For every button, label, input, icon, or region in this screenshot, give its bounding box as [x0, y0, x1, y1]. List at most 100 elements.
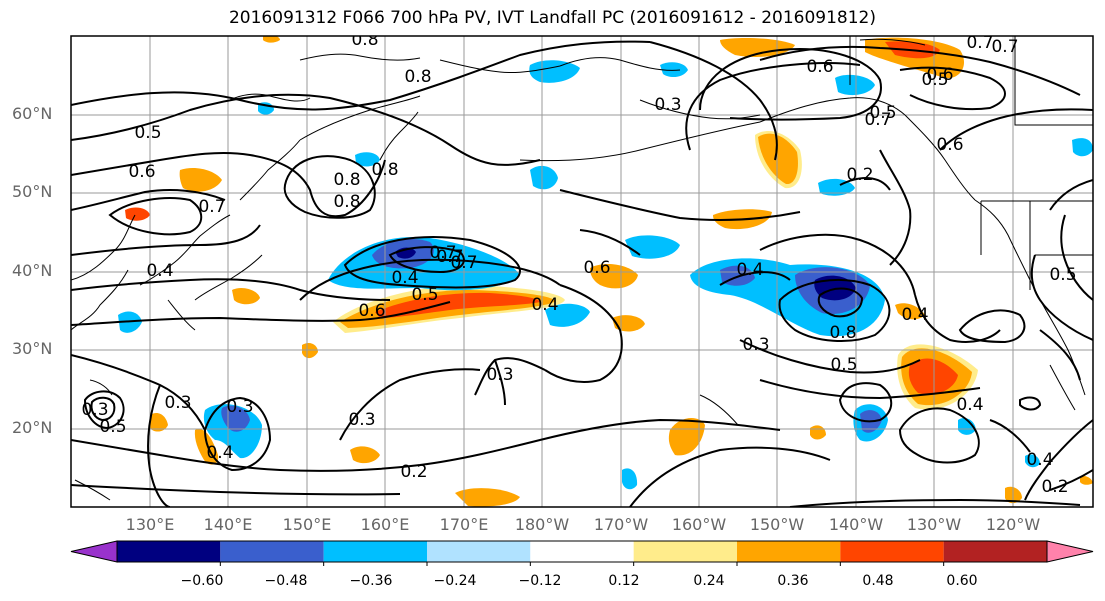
lat-label-20n: 20°N	[12, 418, 53, 437]
contour-label: 0.4	[956, 395, 983, 415]
map-title: 2016091312 F066 700 hPa PV, IVT Landfall…	[228, 8, 876, 28]
negative-anomaly	[622, 468, 638, 490]
positive-anomaly	[179, 168, 222, 192]
contour-label: 0.3	[742, 335, 769, 355]
contour-label: 0.7	[198, 197, 225, 217]
contour-label: 0.8	[351, 30, 378, 50]
negative-anomaly	[1072, 138, 1093, 157]
lon-label: 120°W	[985, 515, 1041, 534]
positive-anomaly	[375, 292, 540, 318]
contour-label: 0.8	[333, 170, 360, 190]
contour-label: 0.7	[429, 243, 456, 263]
contour-label: 0.2	[1041, 477, 1068, 497]
contour-label: 0.4	[901, 305, 928, 325]
positive-anomaly	[232, 287, 260, 305]
colorbar-tick-label: −0.48	[264, 573, 308, 589]
colorbar-tick-label: −0.24	[433, 573, 477, 589]
negative-anomaly	[328, 237, 520, 291]
contour-label: 0.4	[391, 268, 418, 288]
pv-contours	[71, 40, 1093, 507]
negative-anomaly	[835, 74, 875, 96]
contour-label: 0.4	[146, 261, 173, 281]
colorbar-tick-label: 0.60	[946, 573, 978, 589]
negative-anomaly	[958, 418, 976, 435]
contour-label: 0.4	[736, 260, 763, 280]
contour-label: 0.7	[991, 37, 1018, 57]
contour-label: 0.6	[936, 135, 963, 155]
lon-label: 150°E	[282, 515, 332, 534]
lon-label: 170°W	[593, 515, 649, 534]
contour-label: 0.7	[966, 33, 993, 53]
contour-label: 0.4	[206, 443, 233, 463]
contour-label: 0.6	[583, 258, 610, 278]
positive-anomaly	[350, 446, 380, 464]
map-frame	[70, 35, 1094, 508]
positive-anomaly	[720, 37, 795, 57]
lon-label: 180°W	[514, 515, 570, 534]
colorbar-tick-label: −0.12	[518, 573, 562, 589]
contour-label: 0.5	[1049, 265, 1076, 285]
positive-anomaly	[1080, 475, 1093, 485]
contour-label: 0.3	[348, 410, 375, 430]
negative-anomaly	[529, 60, 580, 83]
lat-label-30n: 30°N	[12, 339, 53, 358]
positive-anomaly	[810, 425, 826, 440]
negative-anomaly	[625, 235, 680, 259]
contour-label: 0.5	[830, 355, 857, 375]
contour-label: 0.5	[921, 70, 948, 90]
positive-anomaly	[612, 315, 645, 332]
contour-label: 0.4	[1026, 450, 1053, 470]
contour-label: 0.6	[128, 162, 155, 182]
contour-label: 0.8	[333, 192, 360, 212]
lat-label-50n: 50°N	[12, 182, 53, 201]
contour-label: 0.5	[134, 123, 161, 143]
contour-label: 0.7	[436, 247, 463, 267]
positive-anomaly	[590, 264, 638, 289]
lon-label: 140°E	[203, 515, 253, 534]
colorbar-tick-label: 0.12	[608, 573, 640, 589]
negative-anomaly	[545, 303, 590, 327]
contour-label: 0.4	[531, 295, 558, 315]
contour-label: 0.6	[358, 301, 385, 321]
lon-label: 170°E	[439, 515, 489, 534]
contour-label: 0.8	[371, 160, 398, 180]
lon-label: 130°W	[906, 515, 962, 534]
colorbar-tick-label: 0.36	[777, 573, 809, 589]
contour-label: 0.8	[404, 67, 431, 87]
negative-anomaly	[1025, 454, 1040, 468]
contour-label: 0.6	[806, 57, 833, 77]
colorbar-tick-label: 0.48	[862, 573, 894, 589]
contour-label: 0.7	[450, 253, 477, 273]
contour-label: 0.5	[99, 417, 126, 437]
positive-anomaly	[758, 133, 798, 185]
contour-label: 0.3	[654, 95, 681, 115]
contour-label: 0.5	[869, 103, 896, 123]
positive-anomaly	[263, 36, 280, 43]
contour-label: 0.2	[846, 165, 873, 185]
contour-label: 0.8	[829, 323, 856, 343]
contour-label: 0.3	[164, 393, 191, 413]
lon-label: 160°E	[360, 515, 410, 534]
contour-label: 0.2	[400, 462, 427, 482]
contour-label: 0.3	[81, 400, 108, 420]
positive-anomaly	[668, 418, 705, 456]
colorbar-tick-label: −0.60	[180, 573, 224, 589]
positive-anomaly	[908, 358, 958, 395]
positive-anomaly	[895, 303, 925, 320]
positive-anomaly	[302, 342, 318, 359]
positive-anomaly	[455, 488, 520, 507]
contour-label: 0.7	[864, 110, 891, 130]
colorbar-tick-label: 0.24	[693, 573, 725, 589]
lat-label-40n: 40°N	[12, 261, 53, 280]
contour-label: 0.5	[411, 285, 438, 305]
contour-labels: 0.80.80.70.60.50.60.50.70.40.80.80.70.60…	[81, 30, 1076, 497]
lat-label-60n: 60°N	[12, 104, 53, 123]
lon-label: 160°W	[671, 515, 727, 534]
negative-anomaly	[660, 62, 688, 78]
lon-label: 150°W	[749, 515, 805, 534]
contour-label: 0.6	[926, 65, 953, 85]
colorbar-tick-label: −0.36	[349, 573, 393, 589]
contour-label: 0.3	[486, 365, 513, 385]
positive-anomaly	[150, 413, 168, 432]
